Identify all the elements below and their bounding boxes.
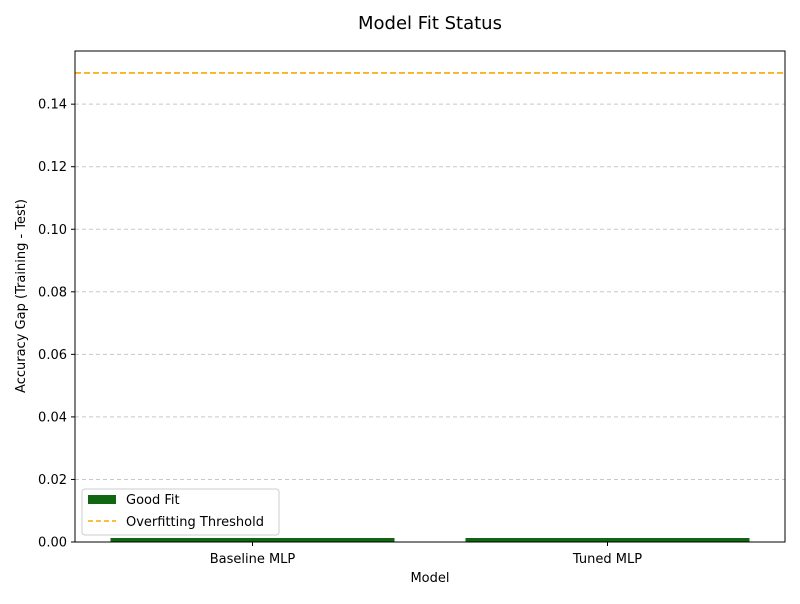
legend-label-threshold: Overfitting Threshold (126, 515, 264, 530)
y-tick-label: 0.14 (38, 98, 67, 113)
legend-label-good-fit: Good Fit (126, 493, 180, 508)
legend: Good Fit Overfitting Threshold (81, 488, 280, 536)
y-axis-ticks: 0.00 0.02 0.04 0.06 0.08 0.10 0.12 0.14 (38, 98, 75, 551)
y-tick-label: 0.06 (38, 348, 67, 363)
grid-lines (75, 103, 785, 480)
y-axis-label: Accuracy Gap (Training - Test) (14, 199, 29, 393)
chart-title: Model Fit Status (358, 13, 502, 34)
x-axis-label: Model (410, 571, 449, 586)
y-tick-label: 0.12 (38, 160, 67, 175)
y-tick-label: 0.00 (38, 536, 67, 551)
legend-box (81, 488, 280, 536)
y-tick-label: 0.02 (38, 473, 67, 488)
x-tick-label: Baseline MLP (210, 552, 296, 567)
bar (465, 538, 750, 542)
legend-swatch-good-fit (88, 495, 116, 504)
plot-frame (74, 50, 786, 543)
bar (110, 538, 395, 542)
y-tick-label: 0.08 (38, 285, 67, 300)
bars (110, 538, 750, 542)
y-tick-label: 0.10 (38, 223, 67, 238)
x-tick-label: Tuned MLP (572, 552, 642, 567)
y-tick-label: 0.04 (38, 410, 67, 425)
x-axis-ticks: Baseline MLP Tuned MLP (210, 542, 642, 567)
